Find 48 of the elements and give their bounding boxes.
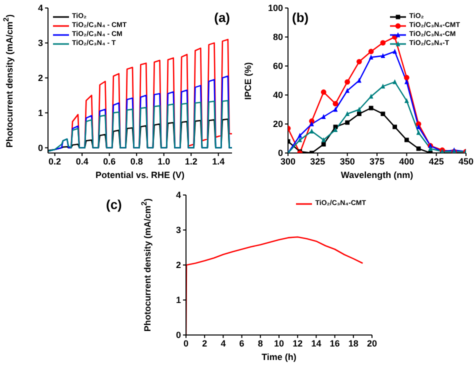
y-tick-label: 3 — [176, 225, 181, 236]
x-tick-label: 1.4 — [212, 156, 225, 166]
y-tick-label: 1 — [38, 108, 43, 118]
x-tick-label: 0.6 — [103, 156, 116, 166]
y-tick-label: 80 — [272, 32, 283, 42]
y-tick-label: 0 — [176, 330, 181, 340]
x-tick-label: 20 — [366, 338, 378, 348]
x-tick-label: 0.8 — [130, 156, 143, 166]
chart-title: (c) — [106, 197, 122, 212]
y-tick-label: 40 — [272, 90, 283, 100]
x-tick-label: 8 — [258, 338, 263, 348]
x-axis-title: Potential vs. RHE (V) — [94, 170, 186, 180]
y-axis-title: IPCE (%) — [243, 62, 253, 100]
x-tick-label: 6 — [239, 338, 244, 348]
x-tick-label: 2 — [202, 338, 208, 348]
x-tick-label: 10 — [274, 338, 284, 348]
y-tick-label: 20 — [272, 119, 283, 130]
x-axis-title: Wavelength (nm) — [340, 170, 414, 180]
y-tick-label: 4 — [176, 190, 181, 200]
x-tick-label: 375 — [369, 156, 385, 166]
y-tick-label: 1 — [176, 295, 181, 306]
x-tick-label: 0 — [183, 338, 189, 348]
x-tick-label: 12 — [292, 338, 303, 348]
y-tick-label: 3 — [38, 38, 43, 48]
y-tick-label: 100 — [268, 3, 283, 14]
x-tick-label: 18 — [348, 338, 358, 348]
x-tick-label: 350 — [340, 156, 355, 166]
chart-title: (b) — [292, 10, 309, 25]
x-tick-label: 450 — [458, 156, 474, 166]
x-tick-label: 1.2 — [184, 156, 198, 166]
y-tick-label: 0 — [278, 148, 283, 158]
x-tick-label: 0.4 — [76, 156, 88, 166]
x-tick-label: 300 — [280, 156, 296, 166]
x-tick-label: 425 — [428, 156, 444, 166]
y-tick-label: 0 — [38, 142, 43, 153]
x-tick-label: 4 — [220, 338, 226, 348]
x-tick-label: 400 — [399, 156, 414, 166]
x-tick-label: 16 — [330, 338, 340, 348]
y-tick-label: 2 — [38, 73, 43, 84]
x-axis-title: Time (h) — [260, 352, 298, 362]
chart-title: (a) — [214, 10, 230, 25]
x-tick-label: 14 — [311, 338, 322, 348]
y-tick-label: 2 — [176, 260, 181, 270]
y-tick-label: 4 — [38, 3, 43, 14]
x-tick-label: 0.2 — [48, 156, 62, 166]
x-tick-label: 1.0 — [158, 156, 170, 166]
y-tick-label: 60 — [272, 61, 283, 72]
x-tick-label: 325 — [310, 156, 326, 166]
